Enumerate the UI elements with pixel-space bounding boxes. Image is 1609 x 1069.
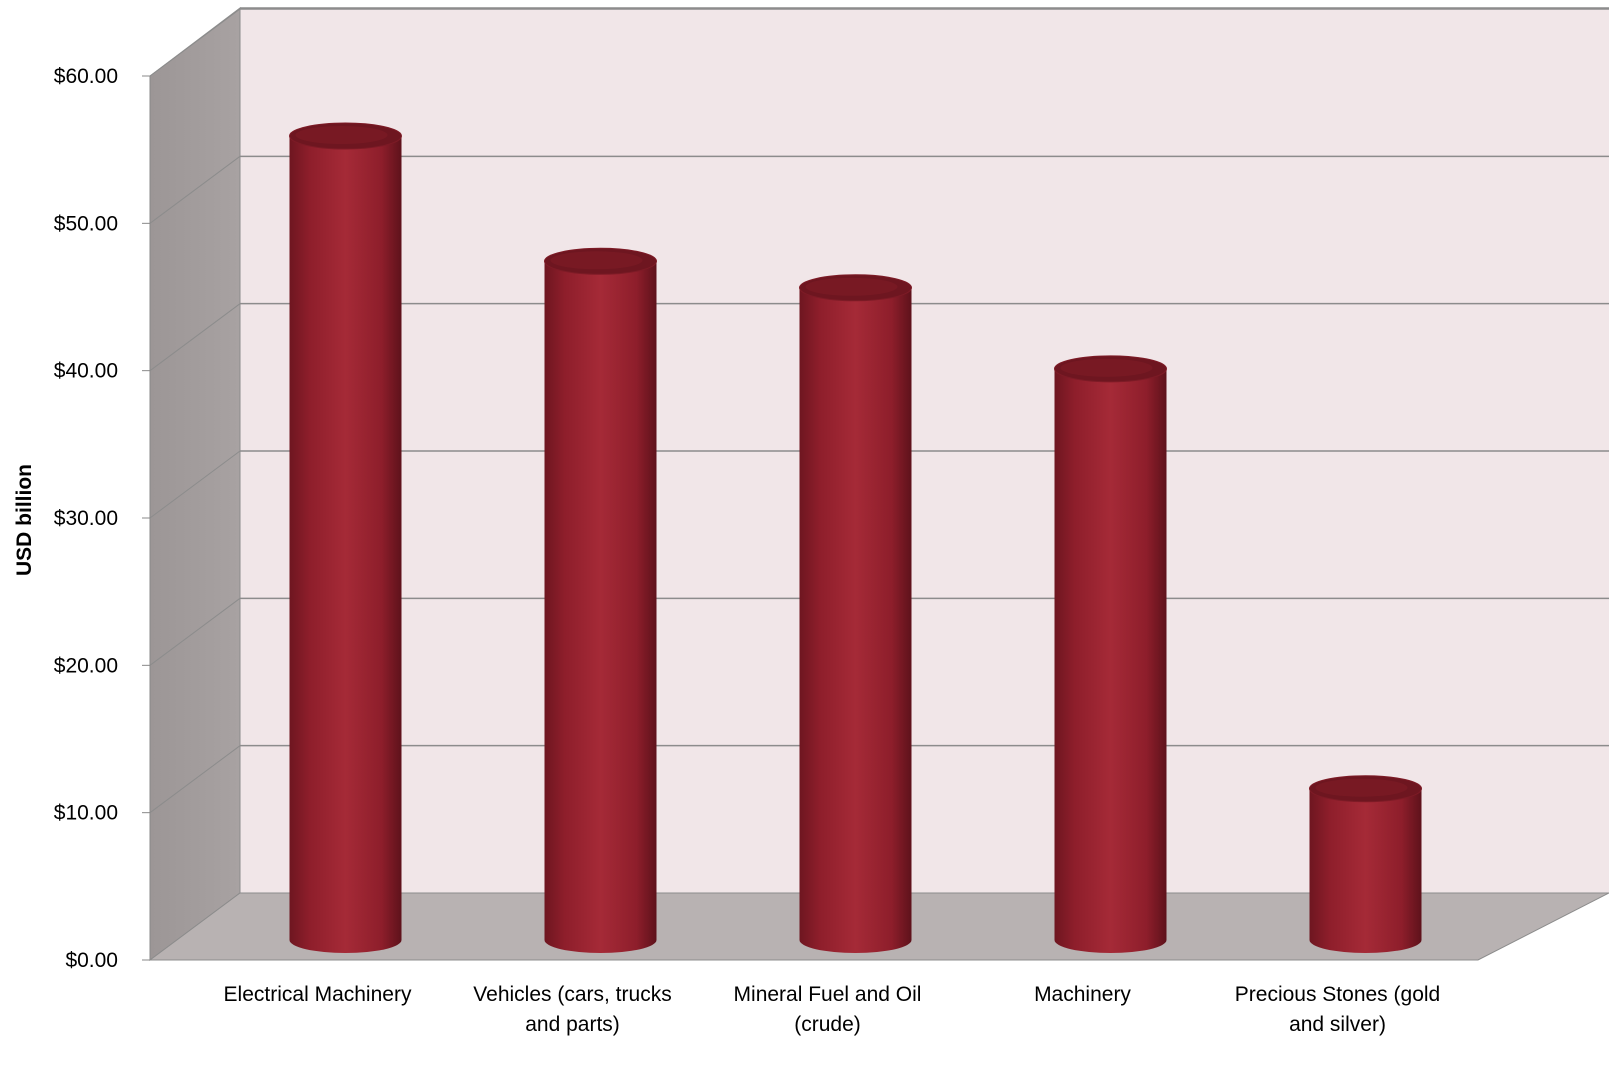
bar bbox=[1054, 355, 1167, 953]
y-tick-label: $0.00 bbox=[65, 949, 118, 972]
x-tick-label-line: and parts) bbox=[525, 1013, 620, 1036]
x-tick-label-line: Precious Stones (gold bbox=[1235, 983, 1440, 1006]
y-axis-ticks: $0.00 $10.00 $20.00 $30.00 $40.00 $50.00 $60.0… bbox=[54, 65, 151, 972]
gridline-diagonal bbox=[149, 8, 241, 77]
bar-top-shade bbox=[1315, 778, 1408, 797]
y-tick-label: $10.00 bbox=[54, 802, 118, 825]
x-tick-label-line: Electrical Machinery bbox=[224, 983, 412, 1006]
y-tick-label: $60.00 bbox=[54, 65, 118, 88]
bar-top-shade bbox=[295, 126, 388, 145]
bar bbox=[544, 247, 657, 953]
y-tick-label: $40.00 bbox=[54, 360, 118, 383]
x-tick-label-line: and silver) bbox=[1289, 1013, 1386, 1036]
y-axis-label: USD billion bbox=[13, 464, 36, 576]
bar-body bbox=[799, 287, 912, 954]
bar-body bbox=[289, 136, 402, 954]
y-tick-label: $30.00 bbox=[54, 507, 118, 530]
bar-top-shade bbox=[1060, 358, 1153, 377]
x-tick-label: Machinery bbox=[1034, 983, 1131, 1006]
bar bbox=[799, 274, 912, 954]
y-tick-label: $50.00 bbox=[54, 212, 118, 235]
bar-body bbox=[1309, 788, 1422, 953]
x-tick-label: Precious Stones (gold and silver) bbox=[1235, 983, 1440, 1036]
x-tick-label-line: Machinery bbox=[1034, 983, 1131, 1006]
gridline-diagonal bbox=[149, 303, 241, 372]
gridline-diagonal bbox=[149, 745, 241, 814]
bar bbox=[1309, 775, 1422, 953]
bar-body bbox=[544, 261, 657, 953]
y-tick-label: $20.00 bbox=[54, 654, 118, 677]
x-tick-label: Mineral Fuel and Oil (crude) bbox=[734, 983, 922, 1036]
bars bbox=[289, 122, 1422, 954]
gridlines bbox=[149, 8, 1609, 814]
x-tick-label-line: (crude) bbox=[794, 1013, 861, 1036]
bar-top-shade bbox=[550, 251, 643, 270]
gridline-diagonal bbox=[149, 597, 241, 666]
x-axis-labels: Electrical Machinery Vehicles (cars, truc… bbox=[224, 983, 1441, 1036]
gridline-diagonal bbox=[149, 155, 241, 224]
bar bbox=[289, 122, 402, 954]
bar-body bbox=[1054, 368, 1167, 953]
x-tick-label: Vehicles (cars, trucks and parts) bbox=[473, 983, 671, 1036]
x-tick-label-line: Mineral Fuel and Oil bbox=[734, 983, 922, 1006]
x-tick-label-line: Vehicles (cars, trucks bbox=[473, 983, 671, 1006]
gridline-diagonal bbox=[149, 450, 241, 519]
x-tick-label: Electrical Machinery bbox=[224, 983, 412, 1006]
bar-top-shade bbox=[805, 277, 898, 296]
